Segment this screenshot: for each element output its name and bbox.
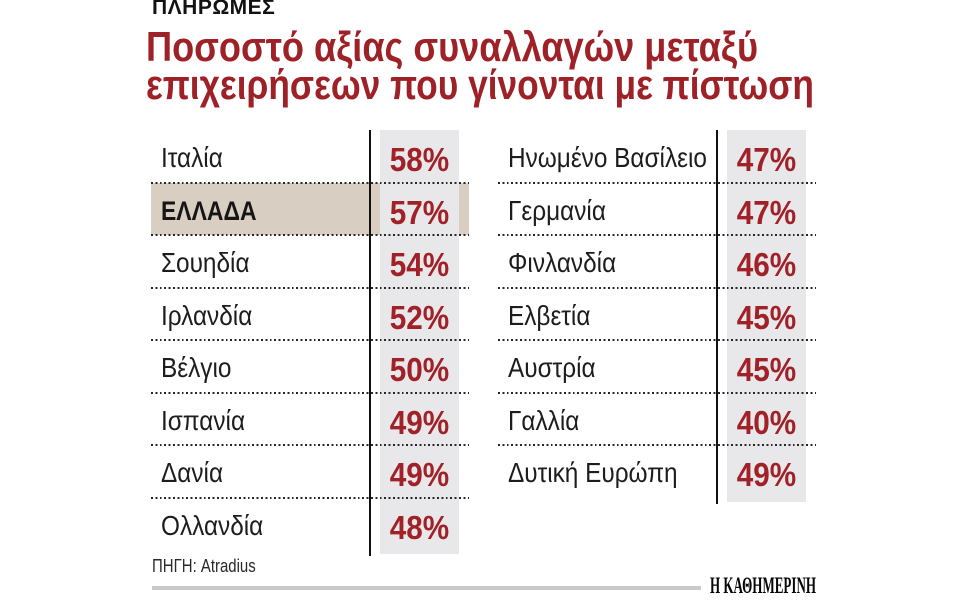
chart-title-line1: Ποσοστό αξίας συναλλαγών μεταξύ <box>146 23 758 70</box>
percent-column-background <box>380 130 459 554</box>
country-label: Σουηδία <box>161 247 250 278</box>
country-label: Αυστρία <box>508 352 596 383</box>
country-label: Γερμανία <box>508 194 606 226</box>
percent-value: 48% <box>389 508 450 546</box>
percent-value: 47% <box>736 141 797 178</box>
column-divider-line <box>368 130 371 556</box>
source-label: ΠΗΓΗ: Atradius <box>152 556 256 576</box>
percent-value: 57% <box>389 193 450 231</box>
country-label: Ιρλανδία <box>161 299 253 331</box>
row-separator <box>151 444 469 446</box>
row-separator <box>498 234 816 236</box>
percent-value: 58% <box>389 141 450 178</box>
chart-title: Ποσοστό αξίας συναλλαγών μεταξύ επιχειρή… <box>146 23 941 108</box>
row-separator <box>151 286 469 289</box>
row-separator <box>498 339 816 341</box>
percent-value: 54% <box>389 246 450 283</box>
country-label: Δυτική Ευρώπη <box>508 457 678 488</box>
country-table-right: Ηνωμένο Βασίλειο 47% Γερμανία 47% Φινλανδία 4… <box>498 130 816 504</box>
country-label: Ισπανία <box>161 404 246 436</box>
row-separator <box>151 181 469 184</box>
row-separator <box>498 181 816 184</box>
percent-column-background <box>727 130 806 502</box>
country-label: Ηνωμένο Βασίλειο <box>508 142 707 173</box>
percent-value: 47% <box>736 193 797 231</box>
chart-title-line2: επιχειρήσεων που γίνονται με πίστωση <box>146 61 814 108</box>
country-label: Βέλγιο <box>161 352 232 383</box>
row-separator <box>151 391 469 394</box>
country-label: Ιταλία <box>161 142 223 173</box>
country-label: Ολλανδία <box>161 509 264 541</box>
percent-value: 52% <box>389 298 450 336</box>
percent-value: 40% <box>736 403 797 441</box>
newspaper-logo: Η ΚΑΘΗΜΕΡΙΝΗ <box>710 573 816 598</box>
percent-value: 49% <box>389 456 450 493</box>
row-separator <box>498 286 816 289</box>
country-label: Γαλλία <box>508 404 580 436</box>
country-label: Ελβετία <box>508 299 591 331</box>
row-separator <box>151 234 469 236</box>
row-separator <box>498 391 816 394</box>
country-label: Φινλανδία <box>508 247 617 278</box>
percent-value: 49% <box>389 403 450 441</box>
country-label: ΕΛΛΑΔΑ <box>161 195 257 226</box>
row-separator <box>151 496 469 499</box>
percent-value: 50% <box>389 351 450 388</box>
footer-rule <box>152 585 701 590</box>
row-separator <box>498 444 816 446</box>
kicker: ΠΛΗΡΩΜΕΣ <box>152 0 276 19</box>
row-separator <box>151 339 469 341</box>
country-label: Δανία <box>161 457 224 488</box>
percent-value: 49% <box>736 456 797 493</box>
percent-value: 46% <box>736 246 797 283</box>
country-table-left: Ιταλία 58% ΕΛΛΑΔΑ 57% Σουηδία 54% Ιρλανδία 52% Β… <box>151 130 469 556</box>
percent-value: 45% <box>736 298 797 336</box>
column-divider-line <box>715 130 718 504</box>
percent-value: 45% <box>736 351 797 388</box>
